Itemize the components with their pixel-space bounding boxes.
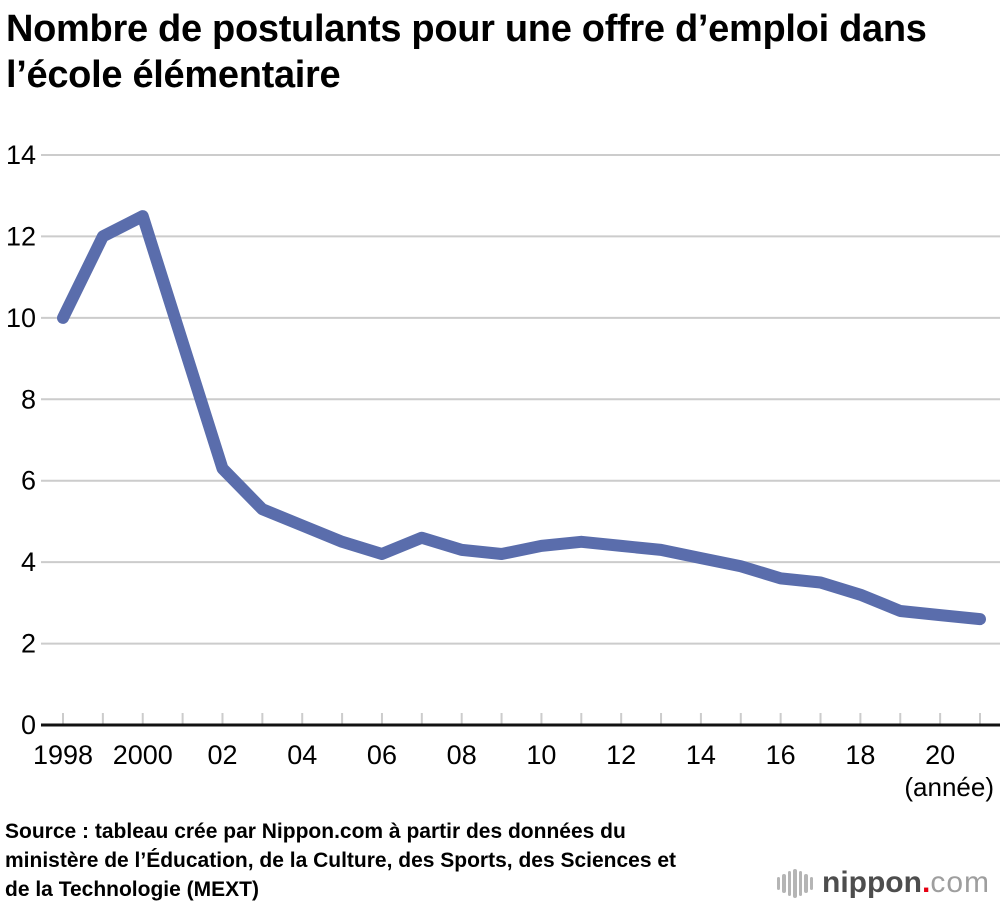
x-tick-label: 14 bbox=[686, 740, 716, 770]
logo-wordmark: nippon.com bbox=[822, 868, 990, 898]
x-tick-label: 20 bbox=[925, 740, 955, 770]
logo-tld: com bbox=[930, 866, 990, 899]
x-tick-label: 02 bbox=[207, 740, 237, 770]
y-tick-label: 10 bbox=[6, 303, 36, 333]
y-tick-label: 14 bbox=[6, 140, 36, 170]
logo-word: nippon bbox=[822, 866, 922, 899]
soundwave-bars-icon bbox=[776, 867, 813, 899]
y-tick-label: 12 bbox=[6, 221, 36, 251]
x-tick-label: 16 bbox=[766, 740, 796, 770]
x-tick-label: 12 bbox=[606, 740, 636, 770]
y-tick-label: 2 bbox=[21, 629, 36, 659]
x-tick-label: 10 bbox=[526, 740, 556, 770]
chart-title-line-2: l’école élémentaire bbox=[6, 54, 341, 96]
x-tick-label: 18 bbox=[845, 740, 875, 770]
x-axis-unit-label: (année) bbox=[904, 772, 994, 802]
x-tick-label: 2000 bbox=[113, 740, 173, 770]
source-note: Source : tableau crée par Nippon.com à p… bbox=[5, 817, 676, 904]
y-tick-label: 6 bbox=[21, 466, 36, 496]
x-tick-label: 04 bbox=[287, 740, 317, 770]
source-line-3: de la Technologie (MEXT) bbox=[5, 878, 259, 901]
logo-dot: . bbox=[921, 866, 931, 899]
x-tick-label: 1998 bbox=[33, 740, 93, 770]
chart-title-line-1: Nombre de postulants pour une offre d’em… bbox=[6, 8, 927, 50]
x-tick-label: 06 bbox=[367, 740, 397, 770]
y-tick-label: 4 bbox=[21, 547, 36, 577]
source-line-1: Source : tableau crée par Nippon.com à p… bbox=[5, 820, 626, 843]
source-line-2: ministère de l’Éducation, de la Culture,… bbox=[5, 849, 677, 872]
x-tick-label: 08 bbox=[447, 740, 477, 770]
chart-title: Nombre de postulants pour une offre d’em… bbox=[6, 6, 927, 98]
logo-bar bbox=[782, 873, 786, 893]
logo-bar bbox=[776, 876, 780, 890]
y-tick-label: 8 bbox=[21, 384, 36, 414]
logo-bar bbox=[804, 873, 808, 893]
logo-bar bbox=[809, 876, 813, 890]
data-line bbox=[57, 210, 986, 626]
logo-bar bbox=[787, 870, 791, 896]
nippon-logo: nippon.com bbox=[776, 867, 991, 899]
logo-bar bbox=[793, 868, 797, 898]
y-tick-label: 0 bbox=[21, 710, 36, 740]
logo-bar bbox=[798, 870, 802, 896]
